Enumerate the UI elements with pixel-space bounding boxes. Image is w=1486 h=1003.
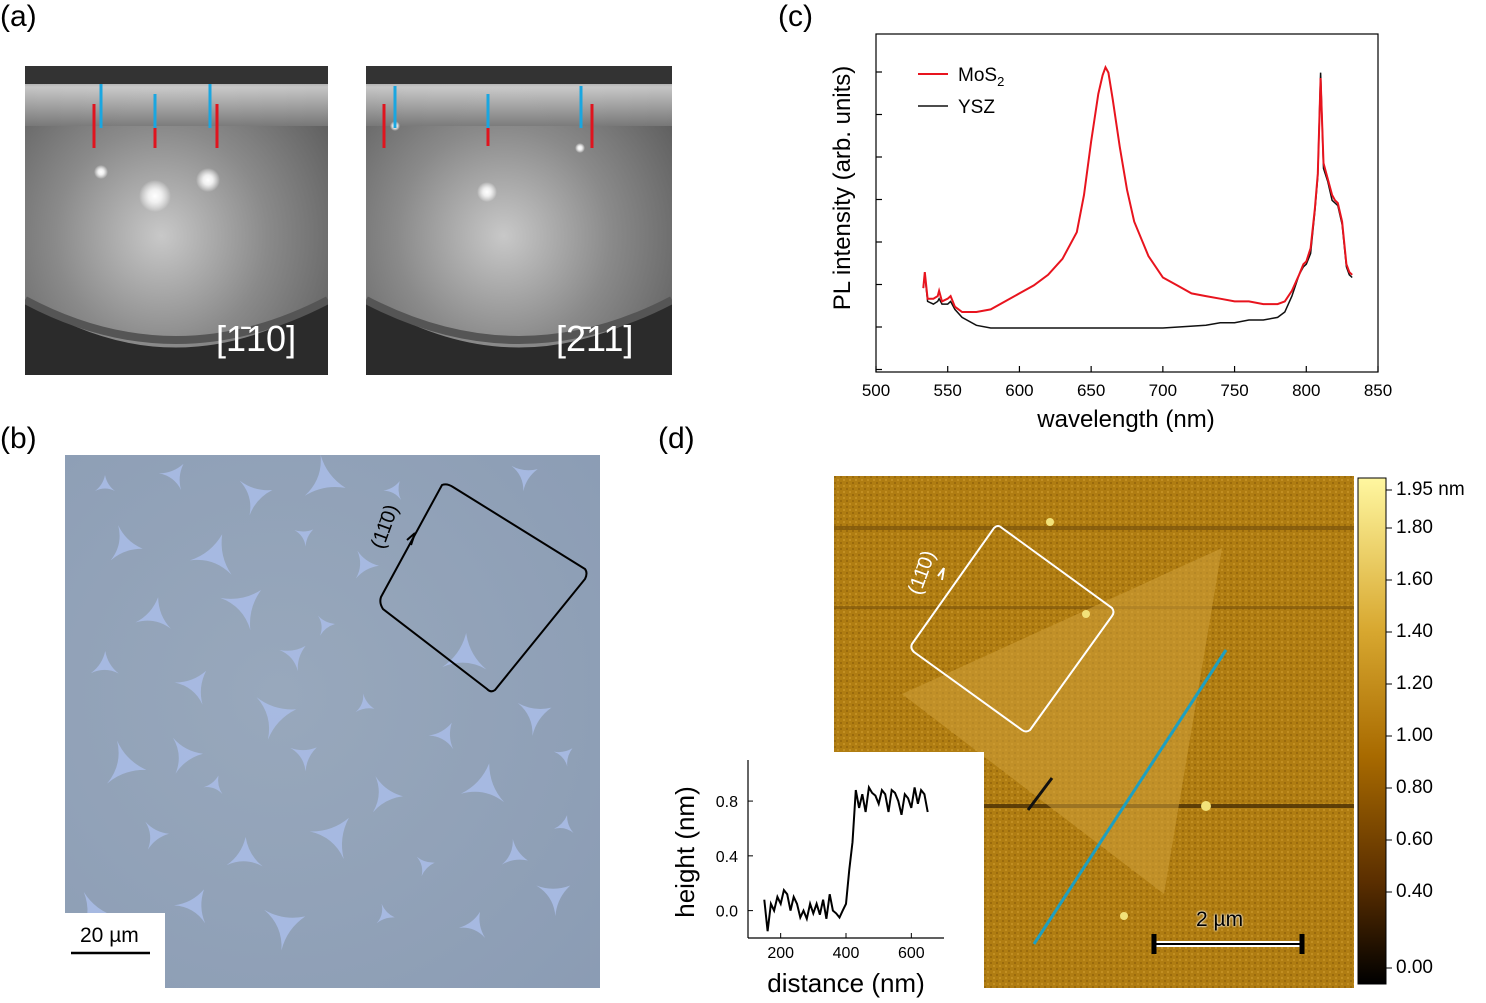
flake: [416, 856, 435, 877]
colorbar-label: 1.95 nm: [1396, 479, 1465, 500]
inset-x-label: distance (nm): [767, 968, 925, 998]
flake: [90, 651, 119, 674]
flake: [355, 550, 379, 579]
mos2-triangle: [902, 548, 1222, 894]
flake: [174, 889, 206, 924]
flake: [383, 481, 402, 500]
mos2-flakes: [79, 455, 574, 951]
inset-series-line: [763, 784, 929, 932]
flake: [189, 534, 232, 575]
flake: [458, 911, 486, 938]
flake: [294, 529, 314, 547]
inset-profile-line: [763, 784, 929, 932]
legend-label-mos2: MoS2: [958, 65, 1004, 89]
flake: [309, 817, 349, 860]
spectrum-lines: [922, 64, 1353, 329]
y-axis-label: PL intensity (arb. units): [829, 66, 856, 311]
flake: [174, 670, 207, 705]
inset-y-tick-label: 0.8: [716, 794, 738, 811]
legend-label-ysz: YSZ: [958, 97, 995, 118]
flake: [501, 838, 528, 865]
legend: MoS2 YSZ: [918, 65, 1004, 118]
inset-y-tick-label: 0.4: [716, 849, 738, 866]
flake: [376, 903, 395, 924]
x-tick-label: 500: [862, 381, 890, 400]
flake: [517, 702, 552, 736]
x-tick-label: 550: [934, 381, 962, 400]
flake: [226, 837, 263, 867]
direction-label-left: [1̄10]: [216, 318, 297, 359]
colorbar-label: 1.80: [1396, 517, 1433, 538]
colorbar-label: 1.00: [1396, 725, 1433, 746]
flake: [279, 645, 306, 672]
rheed-image-right: [366, 66, 672, 375]
x-tick-label: 800: [1292, 381, 1320, 400]
panel-label-d: (d): [658, 422, 695, 455]
panel-label-b: (b): [0, 422, 37, 455]
x-axis-ticks: 500 550 600 650 700 750 800 850: [862, 366, 1392, 400]
optical-micrograph: (11̄0): [65, 455, 600, 988]
inset-x-tick-label: 600: [898, 945, 925, 962]
inset-x-tick-label: 400: [833, 945, 860, 962]
flake: [290, 747, 317, 772]
flake: [256, 697, 297, 740]
flake: [372, 776, 403, 813]
panel-label-a: (a): [0, 0, 37, 33]
flake: [264, 909, 306, 951]
x-tick-label: 650: [1077, 381, 1105, 400]
flake: [95, 475, 115, 491]
direction-label-right: [2̄11]: [556, 318, 634, 359]
flake: [158, 463, 184, 491]
colorbar-label: 1.20: [1396, 673, 1433, 694]
scale-bar-label-d: 2 µm: [1196, 908, 1244, 931]
rheed-image-left: [25, 66, 328, 375]
x-tick-label: 850: [1364, 381, 1392, 400]
series-line-ysz: [922, 72, 1353, 329]
flake: [355, 693, 375, 713]
x-tick-label: 700: [1149, 381, 1177, 400]
rheed-panel: [25, 66, 672, 375]
inset-y-label: height (nm): [670, 786, 700, 918]
flake: [304, 455, 346, 496]
colorbar-label: 0.60: [1396, 829, 1433, 850]
y-axis-ticks: [876, 71, 882, 371]
flake: [460, 763, 505, 803]
flake: [220, 589, 262, 631]
flake: [317, 615, 335, 636]
inset-background: [664, 752, 984, 1002]
plot-frame: [875, 33, 1379, 373]
inset-x-tick-label: 200: [767, 945, 794, 962]
flake: [553, 748, 573, 767]
inset-ticks: 200 400 600 0.0 0.4 0.8: [716, 794, 925, 962]
flake: [145, 821, 169, 850]
flake: [203, 775, 223, 795]
flake: [442, 633, 487, 670]
flake: [553, 815, 574, 833]
flake: [135, 597, 171, 629]
scale-bar-label-b: 20 µm: [80, 924, 139, 947]
colorbar-label: 0.80: [1396, 777, 1433, 798]
series-line-mos2: [922, 64, 1353, 313]
line-profile-cut: [1032, 649, 1228, 945]
x-axis-label: wavelength (nm): [1036, 406, 1214, 433]
height-colorbar: [1357, 477, 1392, 985]
flake: [239, 480, 273, 516]
flake: [428, 722, 454, 750]
height-profile-inset: 200 400 600 0.0 0.4 0.8 distance (nm) height …: [670, 760, 944, 998]
flake: [110, 525, 143, 561]
panel-label-c: (c): [778, 0, 813, 33]
colorbar-label: 0.00: [1396, 957, 1433, 978]
colorbar-label: 1.60: [1396, 569, 1433, 590]
flake: [536, 885, 571, 916]
flake: [107, 740, 147, 784]
flake: [511, 465, 538, 492]
colorbar-label: 1.40: [1396, 621, 1433, 642]
inset-y-tick-label: 0.0: [716, 904, 738, 921]
x-tick-label: 600: [1005, 381, 1033, 400]
colorbar-label: 0.40: [1396, 881, 1433, 902]
x-tick-label: 750: [1220, 381, 1248, 400]
flake: [172, 737, 203, 774]
pl-spectrum-chart: 500 550 600 650 700 750 800 850 MoS2 YSZ wavele…: [829, 33, 1392, 433]
